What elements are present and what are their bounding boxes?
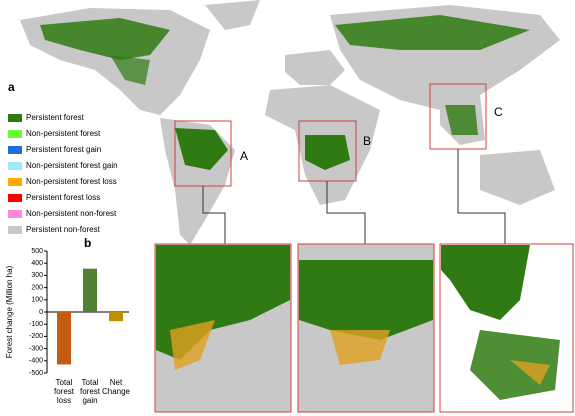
legend-swatch bbox=[8, 146, 22, 154]
region-label: A bbox=[240, 149, 248, 163]
zoom-c-loss bbox=[510, 360, 550, 385]
connector bbox=[202, 186, 226, 244]
legend-label: Non-persistent non-forest bbox=[26, 209, 117, 218]
bar bbox=[83, 268, 97, 312]
legend-swatch bbox=[8, 130, 22, 138]
zoom-b-forest bbox=[299, 260, 433, 340]
y-tick-label: 100 bbox=[31, 297, 43, 304]
connector bbox=[457, 149, 506, 244]
panel-label: b bbox=[84, 236, 91, 250]
world-map bbox=[20, 0, 560, 245]
y-tick-label: -200 bbox=[29, 333, 43, 340]
region-label: C bbox=[494, 105, 503, 119]
zoom-panels bbox=[154, 243, 574, 413]
x-tick-label: Total forest loss bbox=[53, 378, 74, 405]
zoom-c-forest bbox=[441, 245, 530, 320]
y-tick-label: 0 bbox=[39, 309, 43, 316]
x-tick-label: Total forest gain bbox=[79, 378, 100, 405]
legend-label: Persistent forest bbox=[26, 113, 85, 122]
legend-label: Persistent forest loss bbox=[26, 193, 100, 202]
legend-swatch bbox=[8, 114, 22, 122]
amazon bbox=[175, 128, 228, 170]
boreal-forest-asia bbox=[335, 15, 530, 50]
y-tick-label: -100 bbox=[29, 321, 43, 328]
se-asia-forest bbox=[445, 105, 478, 135]
legend-label: Non-persistent forest bbox=[26, 129, 101, 138]
connector bbox=[326, 181, 366, 244]
bar bbox=[57, 312, 71, 365]
australia bbox=[480, 150, 555, 205]
y-tick-label: 200 bbox=[31, 284, 43, 291]
legend-swatch bbox=[8, 162, 22, 170]
forest-na-east bbox=[110, 55, 150, 85]
legend-swatch bbox=[8, 210, 22, 218]
boreal-forest-na bbox=[40, 18, 170, 60]
legend-swatch bbox=[8, 194, 22, 202]
y-tick-label: 500 bbox=[31, 248, 43, 255]
panel-label: a bbox=[8, 80, 15, 94]
connectors bbox=[202, 149, 506, 244]
legend-swatch bbox=[8, 178, 22, 186]
legend-swatch bbox=[8, 226, 22, 234]
y-tick-label: -500 bbox=[29, 370, 43, 377]
y-tick-label: 400 bbox=[31, 260, 43, 267]
y-tick-label: -300 bbox=[29, 345, 43, 352]
bar bbox=[109, 312, 123, 322]
zoom-a-loss bbox=[170, 320, 215, 370]
x-tick-label: Net Change bbox=[101, 378, 131, 396]
legend-label: Non-persistent forest loss bbox=[26, 177, 117, 186]
y-axis-title: Forest change (Million ha) bbox=[5, 265, 14, 358]
y-tick-label: 300 bbox=[31, 272, 43, 279]
y-tick-label: -400 bbox=[29, 358, 43, 365]
legend-label: Persistent non-forest bbox=[26, 225, 101, 234]
europe bbox=[285, 50, 345, 85]
greenland bbox=[205, 0, 260, 30]
congo bbox=[305, 135, 350, 170]
zoom-b-loss bbox=[330, 330, 390, 365]
legend-label: Persistent forest gain bbox=[26, 145, 101, 154]
region-label: B bbox=[363, 134, 371, 148]
legend-label: Non-persistent forest gain bbox=[26, 161, 118, 170]
